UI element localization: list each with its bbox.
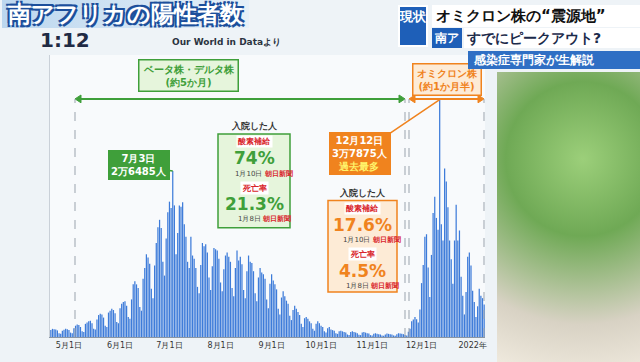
svg-text:オミクロン株(約1か月半): オミクロン株(約1か月半) bbox=[417, 68, 478, 92]
svg-text:10月1日: 10月1日 bbox=[305, 341, 336, 350]
svg-text:1月10日 朝日新聞: 1月10日 朝日新聞 bbox=[235, 169, 293, 178]
html-text:感染症専門家が生解説: 感染症専門家が生解説 bbox=[474, 53, 594, 67]
svg-text:12月12日3万7875人過去最多: 12月12日3万7875人過去最多 bbox=[332, 135, 388, 172]
svg-text:11月1日: 11月1日 bbox=[356, 341, 387, 350]
svg-text:1月8日 朝日新聞: 1月8日 朝日新聞 bbox=[346, 281, 399, 290]
svg-text:酸素補給: 酸素補給 bbox=[238, 137, 271, 146]
html-text:オミクロン株の“震源地”: オミクロン株の“震源地” bbox=[436, 7, 606, 25]
svg-text:21.3%: 21.3% bbox=[225, 194, 284, 214]
html-text:南ア: 南ア bbox=[435, 31, 459, 45]
svg-text:2022年: 2022年 bbox=[458, 341, 486, 350]
svg-text:1月10日 朝日新聞: 1月10日 朝日新聞 bbox=[343, 235, 401, 244]
html-text:1:12: 1:12 bbox=[40, 28, 90, 52]
html-text:Our World in Dataより: Our World in Dataより bbox=[172, 37, 282, 47]
html-text:南アフリカの陽性者数: 南アフリカの陽性者数 bbox=[8, 1, 243, 27]
svg-text:6月1日: 6月1日 bbox=[107, 341, 133, 350]
svg-text:74%: 74% bbox=[234, 148, 275, 168]
svg-text:4.5%: 4.5% bbox=[339, 261, 386, 281]
svg-text:死亡率: 死亡率 bbox=[242, 183, 267, 193]
html-text:現状: 現状 bbox=[400, 9, 426, 24]
html-text:すでにピークアウト?: すでにピークアウト? bbox=[467, 30, 602, 46]
svg-text:7月1日: 7月1日 bbox=[156, 341, 182, 350]
svg-text:5月1日: 5月1日 bbox=[56, 341, 82, 350]
svg-text:8月1日: 8月1日 bbox=[207, 341, 233, 350]
svg-text:1月8日 朝日新聞: 1月8日 朝日新聞 bbox=[238, 214, 291, 223]
svg-text:入院した人: 入院した人 bbox=[339, 188, 386, 198]
svg-text:12月1日: 12月1日 bbox=[406, 341, 437, 350]
svg-text:9月1日: 9月1日 bbox=[259, 341, 285, 350]
svg-text:17.6%: 17.6% bbox=[333, 215, 392, 235]
svg-text:7月3日2万6485人: 7月3日2万6485人 bbox=[111, 153, 167, 177]
svg-text:ベータ株・デルタ株(約5か月): ベータ株・デルタ株(約5か月) bbox=[143, 64, 235, 88]
svg-text:死亡率: 死亡率 bbox=[350, 249, 375, 259]
svg-text:酸素補給: 酸素補給 bbox=[346, 204, 379, 213]
svg-text:入院した人: 入院した人 bbox=[231, 121, 278, 131]
